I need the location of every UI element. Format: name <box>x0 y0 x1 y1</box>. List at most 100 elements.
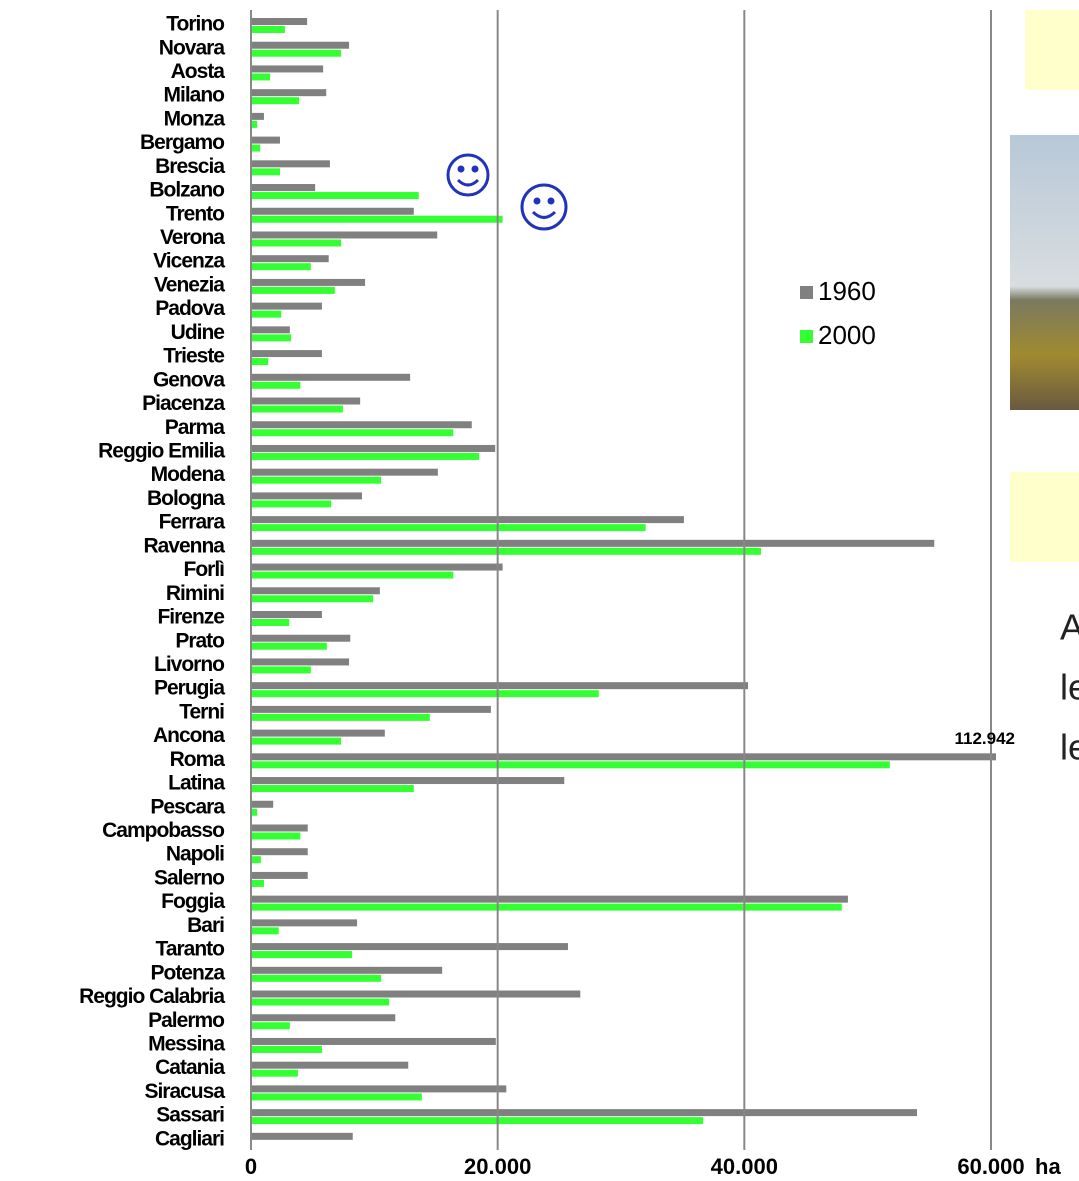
bar <box>251 350 322 358</box>
bar <box>251 516 684 524</box>
y-tick-label: Siracusa <box>144 1080 225 1103</box>
bar <box>251 927 279 935</box>
bar <box>251 500 332 508</box>
bar <box>251 871 308 879</box>
smiley <box>520 183 568 231</box>
y-tick-label: Verona <box>160 226 225 249</box>
bar <box>251 1061 409 1069</box>
bar <box>251 563 503 571</box>
y-tick-label: Foggia <box>161 890 225 913</box>
bar <box>251 452 480 460</box>
photo <box>1010 135 1079 410</box>
bar <box>251 753 996 761</box>
bar <box>251 611 322 618</box>
bar <box>251 642 327 650</box>
bar <box>251 713 430 721</box>
bar <box>251 998 390 1006</box>
bar <box>251 302 322 310</box>
bar <box>251 144 261 152</box>
y-tick-label: Cagliari <box>155 1127 224 1150</box>
bar <box>251 326 290 334</box>
bar <box>251 587 380 595</box>
bar <box>251 89 327 97</box>
bar <box>251 405 343 413</box>
y-tick-label: Ferrara <box>159 511 226 534</box>
y-tick-label: Forlì <box>184 558 225 581</box>
y-tick-label: Bari <box>187 914 224 937</box>
bar <box>251 737 342 745</box>
bar <box>251 239 342 247</box>
bar <box>251 966 443 974</box>
bar <box>251 278 366 286</box>
y-tick-label: Bolzano <box>149 179 224 202</box>
bar <box>251 476 382 484</box>
bar <box>251 1022 290 1030</box>
bar <box>251 1045 322 1053</box>
x-tick-label: 0 <box>245 1154 257 1179</box>
bar <box>251 1014 396 1022</box>
y-tick-label: Udine <box>171 321 225 344</box>
y-tick-label: Ancona <box>153 724 225 747</box>
bar <box>251 444 496 452</box>
y-tick-label: Roma <box>170 748 226 771</box>
x-tick-label: 40.000 <box>711 1154 778 1179</box>
bar <box>251 263 311 271</box>
bar <box>251 207 414 215</box>
bar <box>251 381 301 389</box>
bar <box>251 1109 917 1117</box>
bar <box>251 184 316 192</box>
side-box <box>1010 472 1079 562</box>
bar <box>251 168 280 176</box>
bar <box>251 120 258 128</box>
y-tick-label: Catania <box>155 1056 225 1079</box>
bar <box>251 990 581 998</box>
bar <box>251 310 282 318</box>
y-tick-label: Perugia <box>154 677 225 700</box>
y-tick-label: Novara <box>159 36 226 59</box>
y-tick-label: Venezia <box>154 273 225 296</box>
bar <box>251 785 414 793</box>
bar <box>251 682 749 690</box>
y-tick-label: Messina <box>148 1033 225 1056</box>
bar <box>251 255 329 263</box>
bar <box>251 286 335 294</box>
y-tick-label: Vicenza <box>153 250 225 273</box>
y-tick-label: Potenza <box>150 961 225 984</box>
bar <box>251 832 301 840</box>
bar <box>251 65 324 73</box>
bar <box>251 761 890 769</box>
bar <box>251 547 761 555</box>
bar <box>251 705 491 713</box>
smiley <box>446 153 490 197</box>
y-tick-label: Rimini <box>166 582 224 605</box>
y-tick-label: Monza <box>164 107 226 130</box>
y-tick-label: Taranto <box>156 938 225 961</box>
bar <box>251 26 285 33</box>
y-tick-label: Ravenna <box>143 534 225 557</box>
y-tick-label: Torino <box>166 13 224 36</box>
bar <box>251 49 342 57</box>
bar <box>251 1132 353 1140</box>
y-tick-label: Bergamo <box>140 131 224 154</box>
legend-swatch <box>800 286 813 299</box>
y-tick-label: Prato <box>175 629 224 652</box>
bar <box>251 73 271 81</box>
bar <box>251 524 646 532</box>
y-tick-label: Padova <box>155 297 225 320</box>
legend-swatch <box>800 330 813 343</box>
y-tick-label: Modena <box>151 463 226 486</box>
bar <box>251 1085 507 1093</box>
y-tick-label: Latina <box>168 772 225 795</box>
bar <box>251 800 274 808</box>
bar <box>251 18 308 25</box>
bar <box>251 136 280 144</box>
bar <box>251 634 351 642</box>
bar <box>251 619 290 626</box>
bar <box>251 777 565 785</box>
bar <box>251 1037 496 1045</box>
bar <box>251 373 411 381</box>
bar <box>251 666 311 674</box>
y-tick-label: Palermo <box>148 1009 224 1032</box>
bar <box>251 41 350 49</box>
